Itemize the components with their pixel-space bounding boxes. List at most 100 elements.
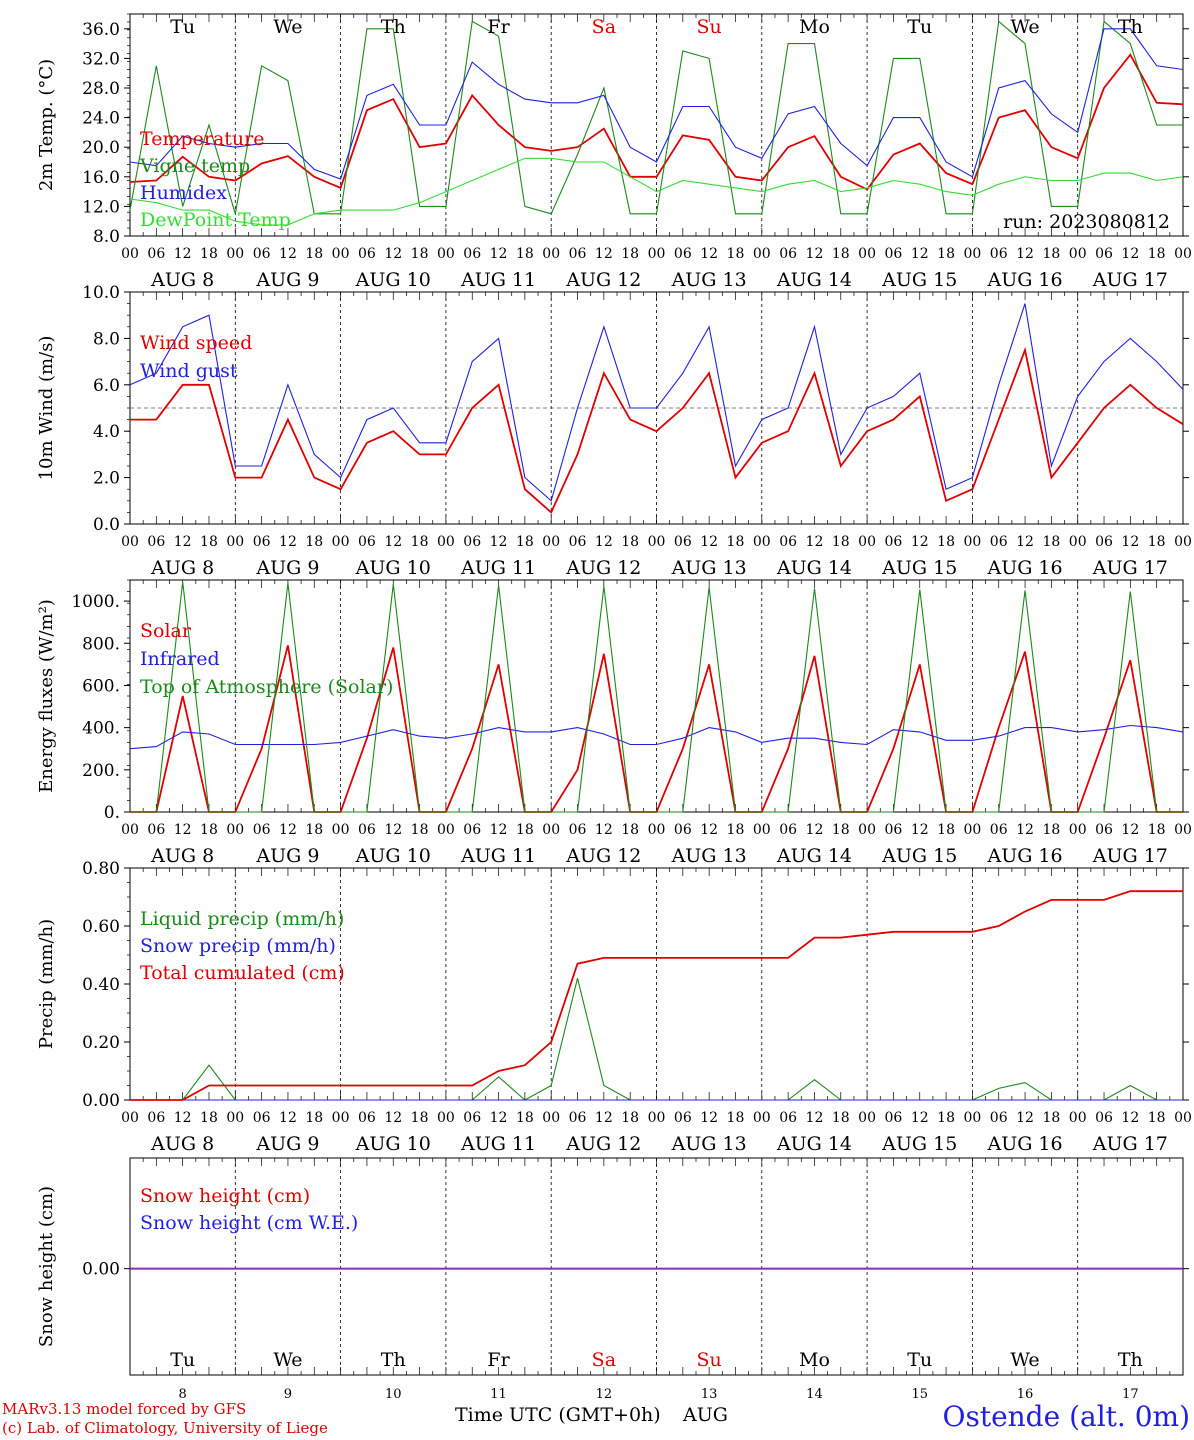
- x-hour-label: 12: [1121, 534, 1139, 550]
- x-hour-label: 06: [1095, 1110, 1113, 1126]
- legend-entry: Wind gust: [140, 360, 238, 382]
- x-hour-label: 00: [332, 822, 350, 838]
- x-date-label: AUG 15: [881, 845, 957, 867]
- x-hour-label: 00: [542, 534, 560, 550]
- x-date-label: AUG 10: [355, 1133, 431, 1155]
- legend-entry: Snow precip (mm/h): [140, 935, 336, 957]
- x-hour-label: 18: [200, 534, 218, 550]
- x-hour-label: 18: [1042, 822, 1060, 838]
- day-number: 12: [596, 1387, 613, 1402]
- day-number: 11: [490, 1387, 507, 1402]
- x-hour-label: 18: [200, 822, 218, 838]
- y-tick-label: 600.: [82, 676, 120, 696]
- day-name-bottom: Tu: [907, 1349, 932, 1371]
- y-tick-label: 0.00: [82, 1091, 120, 1111]
- x-hour-label: 12: [1016, 534, 1034, 550]
- y-axis-label: 10m Wind (m/s): [36, 336, 57, 481]
- x-hour-label: 12: [595, 822, 613, 838]
- day-name-bottom: Sa: [592, 1349, 616, 1371]
- x-date-label: AUG 8: [150, 845, 214, 867]
- x-hour-label: 12: [700, 1110, 718, 1126]
- x-hour-label: 18: [516, 1110, 534, 1126]
- x-hour-label: 06: [674, 534, 692, 550]
- legend-entry: Snow height (cm): [140, 1185, 310, 1207]
- x-hour-label: 18: [621, 246, 639, 262]
- station-name: Ostende (alt. 0m): [942, 1400, 1191, 1433]
- x-hour-label: 18: [200, 246, 218, 262]
- x-hour-label: 06: [569, 822, 587, 838]
- panel-5: 0.00 Snow height (cm) Snow height (cm) Snow…: [36, 1157, 1189, 1376]
- day-number: 13: [701, 1387, 718, 1402]
- y-tick-label: 8.0: [93, 329, 120, 349]
- x-hour-label: 18: [727, 534, 745, 550]
- legend-entry: Infrared: [140, 648, 220, 670]
- x-hour-label: 00: [332, 1110, 350, 1126]
- x-hour-label: 00: [753, 246, 771, 262]
- x-hour-label: 00: [963, 246, 981, 262]
- y-tick-label: 800.: [82, 634, 120, 654]
- x-hour-label: 00: [226, 246, 244, 262]
- legend-entry: Vigne temp: [139, 155, 250, 177]
- x-hour-label: 18: [305, 1110, 323, 1126]
- x-hour-label: 00: [437, 1110, 455, 1126]
- run-label: run: 2023080812: [1003, 211, 1170, 233]
- x-hour-label: 18: [832, 246, 850, 262]
- x-hour-label: 12: [1121, 1110, 1139, 1126]
- x-date-label: AUG 16: [986, 557, 1062, 579]
- x-date-label: AUG 14: [776, 269, 852, 291]
- x-hour-label: 18: [305, 534, 323, 550]
- x-hour-label: 18: [937, 246, 955, 262]
- legend-entry: Top of Atmosphere (Solar): [140, 676, 393, 698]
- time-axis-label: Time UTC (GMT+0h): [455, 1404, 661, 1426]
- x-hour-label: 00: [963, 822, 981, 838]
- day-name-top: Tu: [170, 16, 195, 38]
- x-date-label: AUG 9: [255, 557, 319, 579]
- day-number: 9: [284, 1387, 292, 1402]
- day-name-bottom: Tu: [170, 1349, 195, 1371]
- x-hour-label: 12: [279, 822, 297, 838]
- panel-3: 0. 200. 400. 600. 800. 1000. Energy fluxes (W/…: [36, 579, 1192, 867]
- x-hour-label: 18: [621, 1110, 639, 1126]
- x-hour-label: 06: [569, 534, 587, 550]
- x-hour-label: 06: [253, 822, 271, 838]
- day-name-top: We: [273, 16, 302, 38]
- x-hour-label: 00: [753, 822, 771, 838]
- x-hour-label: 06: [779, 1110, 797, 1126]
- legend-entry: Wind speed: [140, 332, 252, 354]
- x-hour-label: 18: [1148, 1110, 1166, 1126]
- x-hour-label: 06: [569, 1110, 587, 1126]
- day-name-bottom: Th: [1118, 1349, 1143, 1371]
- x-hour-label: 00: [1174, 534, 1192, 550]
- panel-2: 0.0 2.0 4.0 6.0 8.0 10.0 10m Wind (m/s) Wind sp…: [36, 283, 1192, 579]
- x-hour-label: 06: [147, 822, 165, 838]
- x-date-label: AUG 11: [460, 557, 536, 579]
- month-label: AUG: [683, 1404, 728, 1426]
- x-date-label: AUG 14: [776, 1133, 852, 1155]
- day-name-top: Th: [381, 16, 406, 38]
- x-date-label: AUG 16: [986, 1133, 1062, 1155]
- x-date-label: AUG 13: [671, 269, 747, 291]
- y-tick-label: 36.0: [82, 20, 120, 40]
- x-hour-label: 18: [411, 822, 429, 838]
- x-hour-label: 18: [305, 822, 323, 838]
- x-hour-label: 00: [121, 246, 139, 262]
- x-date-label: AUG 8: [150, 557, 214, 579]
- x-date-label: AUG 10: [355, 269, 431, 291]
- x-hour-label: 12: [174, 1110, 192, 1126]
- x-hour-label: 06: [779, 822, 797, 838]
- panel-4: 0.00 0.20 0.40 0.60 0.80 Precip (mm/h) Liquid …: [36, 859, 1192, 1155]
- x-hour-label: 00: [542, 1110, 560, 1126]
- y-tick-label: 8.0: [93, 227, 120, 247]
- y-tick-label: 28.0: [82, 79, 120, 99]
- x-hour-label: 06: [885, 822, 903, 838]
- x-hour-label: 06: [463, 246, 481, 262]
- x-hour-label: 18: [1042, 534, 1060, 550]
- x-hour-label: 06: [147, 534, 165, 550]
- day-number: 16: [1017, 1387, 1034, 1402]
- x-date-label: AUG 12: [565, 845, 641, 867]
- x-hour-label: 12: [911, 246, 929, 262]
- x-hour-label: 06: [358, 534, 376, 550]
- x-hour-label: 18: [727, 1110, 745, 1126]
- x-hour-label: 00: [542, 246, 560, 262]
- x-hour-label: 18: [832, 534, 850, 550]
